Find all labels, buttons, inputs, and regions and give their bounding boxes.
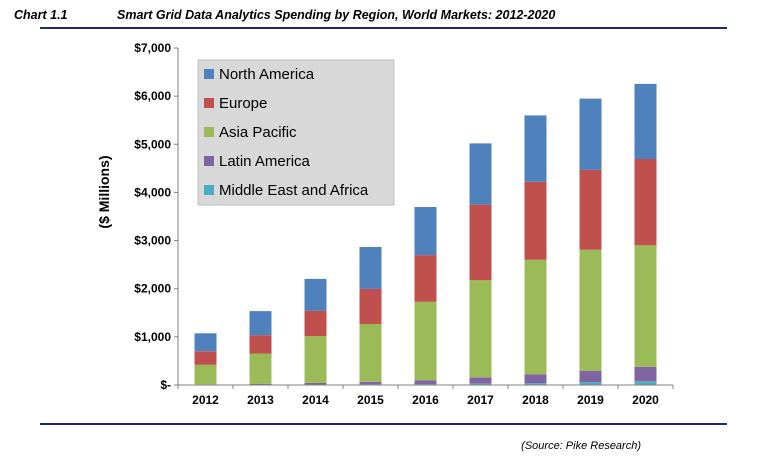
x-tick-label: 2020 bbox=[632, 393, 659, 407]
bar-latin-america-2017 bbox=[469, 377, 492, 384]
bar-north-america-2014 bbox=[304, 278, 327, 311]
bar-north-america-2017 bbox=[469, 143, 492, 205]
y-tick-label: $3,000 bbox=[134, 234, 171, 248]
bar-europe-2015 bbox=[359, 288, 382, 324]
bar-north-america-2016 bbox=[414, 207, 437, 256]
chart-number: Chart 1.1 bbox=[14, 8, 68, 22]
y-tick-label: $7,000 bbox=[134, 41, 171, 55]
bar-north-america-2012 bbox=[194, 333, 217, 352]
bar-asia-pacific-2015 bbox=[359, 324, 382, 382]
bar-latin-america-2019 bbox=[579, 371, 602, 383]
x-tick-label: 2012 bbox=[192, 393, 219, 407]
bar-asia-pacific-2012 bbox=[194, 364, 217, 385]
bar-north-america-2019 bbox=[579, 98, 602, 170]
bar-north-america-2020 bbox=[634, 83, 657, 159]
x-tick-label: 2014 bbox=[302, 393, 329, 407]
bar-europe-2013 bbox=[249, 335, 272, 354]
x-tick-label: 2015 bbox=[357, 393, 384, 407]
legend-label-north-america: North America bbox=[219, 66, 315, 83]
y-tick-label: $4,000 bbox=[134, 185, 171, 199]
x-tick-label: 2013 bbox=[247, 393, 274, 407]
bar-europe-2019 bbox=[579, 169, 602, 250]
bar-asia-pacific-2019 bbox=[579, 249, 602, 371]
x-tick-label: 2016 bbox=[412, 393, 439, 407]
x-tick-label: 2019 bbox=[577, 393, 604, 407]
bar-europe-2016 bbox=[414, 255, 437, 302]
legend-swatch-latin-america bbox=[204, 156, 214, 166]
legend: North America Europe Asia Pacific Latin Ame… bbox=[197, 59, 395, 206]
bar-asia-pacific-2016 bbox=[414, 301, 437, 381]
legend-swatch-asia-pacific bbox=[204, 127, 214, 137]
bar-latin-america-2013 bbox=[249, 383, 272, 385]
y-tick-label: $6,000 bbox=[134, 89, 171, 103]
chart-title: Smart Grid Data Analytics Spending by Re… bbox=[117, 8, 555, 22]
bar-asia-pacific-2018 bbox=[524, 259, 547, 375]
bar-middle-east-and-africa-2019 bbox=[579, 382, 602, 385]
bar-latin-america-2018 bbox=[524, 374, 547, 384]
y-tick-label: $2,000 bbox=[134, 282, 171, 296]
y-axis-label: ($ Millions) bbox=[96, 155, 112, 228]
bar-asia-pacific-2013 bbox=[249, 353, 272, 384]
bar-asia-pacific-2017 bbox=[469, 280, 492, 378]
legend-swatch-north-america bbox=[204, 69, 214, 79]
y-tick-label: $- bbox=[160, 378, 171, 392]
legend-label-latin-america: Latin America bbox=[219, 153, 311, 170]
bar-europe-2020 bbox=[634, 159, 657, 246]
legend-swatch-europe bbox=[204, 98, 214, 108]
bar-north-america-2018 bbox=[524, 115, 547, 182]
bar-europe-2017 bbox=[469, 204, 492, 281]
y-tick-label: $1,000 bbox=[134, 330, 171, 344]
legend-swatch-middle-east-and-africa bbox=[204, 185, 214, 195]
footer-rule bbox=[40, 423, 727, 425]
bar-asia-pacific-2014 bbox=[304, 336, 327, 383]
bar-europe-2018 bbox=[524, 181, 547, 260]
legend-box bbox=[197, 59, 395, 206]
bar-latin-america-2014 bbox=[304, 382, 327, 385]
bar-middle-east-and-africa-2018 bbox=[524, 383, 547, 385]
x-ticks-group: 2012 2013 2014 2015 2016 2017 2018 2019 2020 bbox=[177, 385, 674, 407]
bar-latin-america-2015 bbox=[359, 381, 382, 385]
bar-latin-america-2020 bbox=[634, 366, 657, 382]
bar-asia-pacific-2020 bbox=[634, 245, 657, 367]
bar-europe-2012 bbox=[194, 351, 217, 365]
legend-label-asia-pacific: Asia Pacific bbox=[219, 124, 297, 141]
legend-label-europe: Europe bbox=[219, 95, 267, 112]
bar-north-america-2015 bbox=[359, 247, 382, 289]
header-rule bbox=[40, 27, 727, 29]
bar-north-america-2013 bbox=[249, 311, 272, 336]
y-tick-label: $5,000 bbox=[134, 137, 171, 151]
bar-europe-2014 bbox=[304, 310, 327, 337]
y-ticks-group: $- $1,000 $2,000 $3,000 $4,000 $5,000 $6,000 $7… bbox=[134, 41, 178, 392]
x-tick-label: 2017 bbox=[467, 393, 494, 407]
bar-middle-east-and-africa-2020 bbox=[634, 381, 657, 385]
axes-group bbox=[177, 48, 673, 386]
bar-middle-east-and-africa-2017 bbox=[469, 383, 492, 385]
x-tick-label: 2018 bbox=[522, 393, 549, 407]
bar-latin-america-2016 bbox=[414, 380, 437, 385]
source-note: (Source: Pike Research) bbox=[521, 440, 641, 452]
legend-label-middle-east-and-africa: Middle East and Africa bbox=[219, 182, 369, 199]
